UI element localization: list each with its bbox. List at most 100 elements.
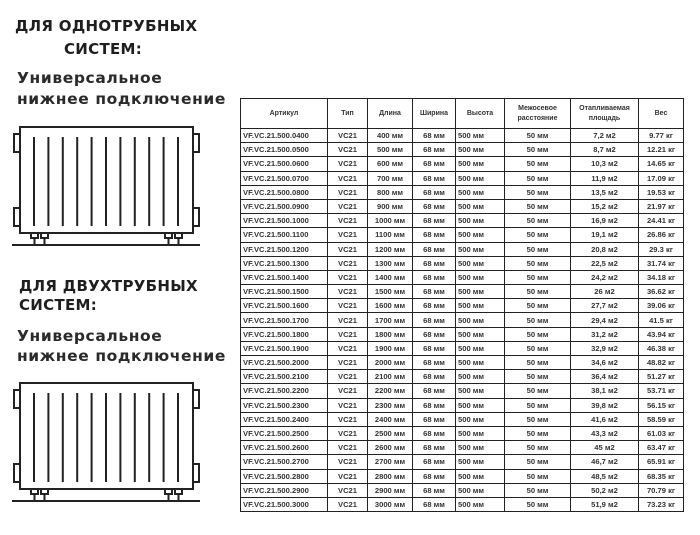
table-row: VF.VC.21.500.2400 VC21 2400 мм 68 мм 500 мм 5… [240, 411, 684, 427]
table-cell: 51,9 м2 [570, 496, 639, 513]
table-cell: VC21 [327, 170, 368, 186]
table-cell: VC21 [327, 482, 368, 498]
table-cell: 26.86 кг [638, 227, 684, 243]
table-cell: VC21 [327, 213, 368, 229]
table-cell: 50 мм [504, 170, 571, 186]
table-cell: VF.VC.21.500.0800 [240, 184, 328, 200]
table-cell: VF.VC.21.500.3000 [240, 496, 328, 513]
table-cell: 41.5 кг [638, 312, 684, 328]
table-cell: VC21 [327, 411, 368, 427]
table-cell: 68 мм [412, 170, 456, 186]
table-cell: 68 мм [412, 198, 456, 215]
table-cell: 600 мм [367, 156, 413, 172]
table-cell: 45 м2 [570, 440, 639, 456]
column-header: Артикул [240, 98, 328, 129]
table-cell: 2300 мм [367, 397, 413, 413]
table-cell: 700 мм [367, 170, 413, 186]
table-cell: 1600 мм [367, 298, 413, 314]
table-cell: 500 мм [455, 411, 505, 427]
table-cell: VF.VC.21.500.1200 [240, 241, 328, 257]
column-header: Тип [327, 98, 368, 129]
specs-table: Артикул Тип Длина Ширина Высота Межосевое рас… [240, 98, 684, 513]
table-cell: VC21 [327, 127, 368, 144]
table-cell: 2800 мм [367, 468, 413, 484]
table-cell: 46.38 кг [638, 340, 684, 357]
table-cell: 500 мм [455, 312, 505, 328]
table-cell: VC21 [327, 454, 368, 470]
table-cell: 500 мм [455, 170, 505, 186]
table-row: VF.VC.21.500.2800 VC21 2800 мм 68 мм 500 мм 5… [240, 468, 684, 484]
table-cell: VC21 [327, 496, 368, 513]
table-row: VF.VC.21.500.0800 VC21 800 мм 68 мм 500 мм 50… [240, 184, 684, 200]
table-row: VF.VC.21.500.1300 VC21 1300 мм 68 мм 500 мм 5… [240, 255, 684, 271]
table-cell: VF.VC.21.500.0900 [240, 198, 328, 215]
table-cell: 13,5 м2 [570, 184, 639, 200]
table-cell: VF.VC.21.500.0700 [240, 170, 328, 186]
table-cell: 68 мм [412, 213, 456, 229]
table-cell: 34,6 м2 [570, 354, 639, 371]
table-row: VF.VC.21.500.0900 VC21 900 мм 68 мм 500 мм 50… [240, 198, 684, 215]
table-cell: 500 мм [455, 198, 505, 215]
table-cell: 68 мм [412, 397, 456, 413]
table-cell: 21.97 кг [638, 198, 684, 215]
table-row: VF.VC.21.500.0700 VC21 700 мм 68 мм 500 мм 50… [240, 170, 684, 186]
table-cell: 24.41 кг [638, 213, 684, 229]
table-cell: 20,8 м2 [570, 241, 639, 257]
table-cell: VC21 [327, 383, 368, 399]
pipe-connector [174, 488, 183, 495]
table-cell: 50 мм [504, 354, 571, 371]
table-cell: 500 мм [455, 156, 505, 172]
table-cell: 65.91 кг [638, 454, 684, 470]
table-cell: 68 мм [412, 383, 456, 399]
table-cell: 61.03 кг [638, 425, 684, 442]
table-cell: VC21 [327, 354, 368, 371]
table-cell: 50 мм [504, 241, 571, 257]
table-cell: 400 мм [367, 127, 413, 144]
table-cell: 50 мм [504, 326, 571, 342]
table-cell: 500 мм [455, 127, 505, 144]
table-cell: 50 мм [504, 440, 571, 456]
radiator-tab [13, 207, 21, 227]
radiator-tab [192, 389, 200, 409]
table-cell: 68 мм [412, 127, 456, 144]
table-cell: VC21 [327, 425, 368, 442]
table-cell: 500 мм [455, 227, 505, 243]
table-cell: 32,9 м2 [570, 340, 639, 357]
radiator-tab [192, 463, 200, 483]
table-cell: 50 мм [504, 269, 571, 286]
table-cell: 68 мм [412, 156, 456, 172]
table-cell: 2000 мм [367, 354, 413, 371]
table-cell: 50 мм [504, 496, 571, 513]
table-cell: VF.VC.21.500.2100 [240, 369, 328, 385]
section-two-title-line1: ДЛЯ ДВУХТРУБНЫХ [19, 277, 198, 295]
table-cell: VC21 [327, 241, 368, 257]
table-cell: 58.59 кг [638, 411, 684, 427]
table-cell: 68 мм [412, 269, 456, 286]
table-cell: 14.65 кг [638, 156, 684, 172]
table-cell: VF.VC.21.500.1900 [240, 340, 328, 357]
table-cell: 50 мм [504, 198, 571, 215]
table-cell: VC21 [327, 156, 368, 172]
table-cell: VF.VC.21.500.1700 [240, 312, 328, 328]
table-cell: 500 мм [455, 369, 505, 385]
table-cell: 50 мм [504, 312, 571, 328]
section-two-subtitle-line2: нижнее подключение [17, 347, 226, 365]
table-cell: 19.53 кг [638, 184, 684, 200]
table-cell: 50 мм [504, 127, 571, 144]
table-cell: 68 мм [412, 468, 456, 484]
table-cell: VF.VC.21.500.0400 [240, 127, 328, 144]
table-cell: VF.VC.21.500.1300 [240, 255, 328, 271]
table-cell: VF.VC.21.500.2600 [240, 440, 328, 456]
section-two-title-line2: СИСТЕМ: [19, 296, 98, 314]
radiator-icon [12, 382, 200, 502]
radiator-icon [12, 126, 200, 246]
table-row: VF.VC.21.500.1900 VC21 1900 мм 68 мм 500 мм 5… [240, 340, 684, 357]
table-cell: 50 мм [504, 284, 571, 300]
table-cell: 43.94 кг [638, 326, 684, 342]
table-cell: 36.62 кг [638, 284, 684, 300]
column-header: Высота [455, 98, 505, 129]
table-cell: 68 мм [412, 369, 456, 385]
table-cell: 38,1 м2 [570, 383, 639, 399]
table-cell: 500 мм [455, 284, 505, 300]
table-cell: 500 мм [455, 241, 505, 257]
